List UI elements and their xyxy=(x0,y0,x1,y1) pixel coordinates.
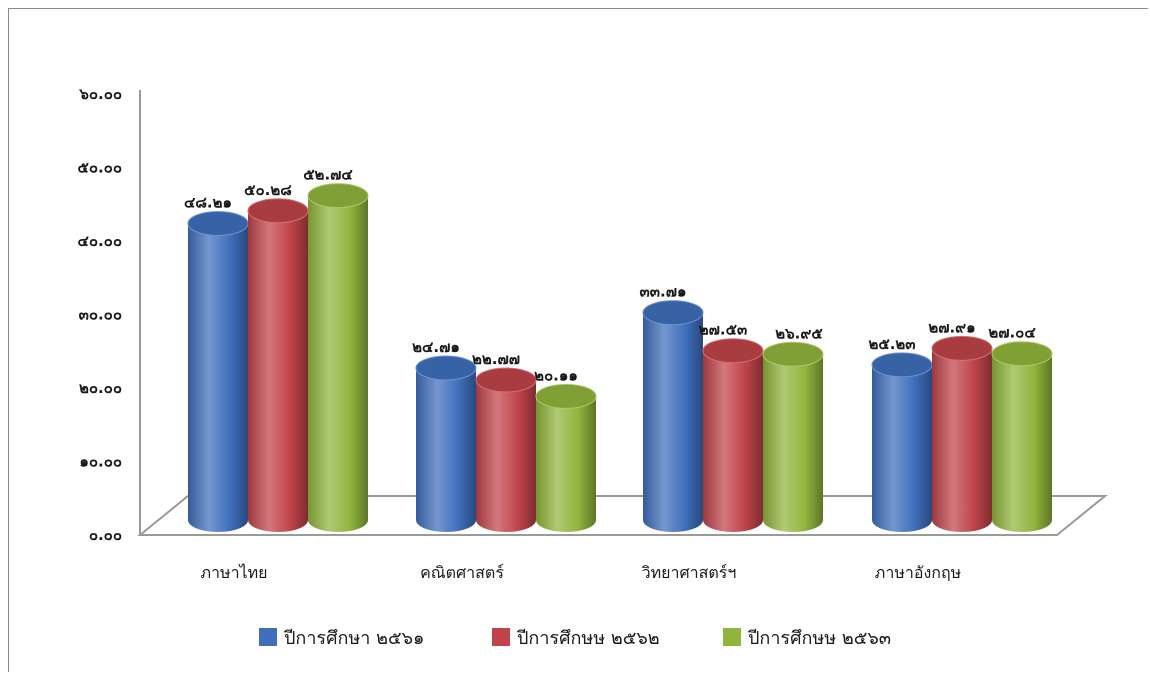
bar xyxy=(415,355,477,532)
y-tick-label: ๐.๐๐ xyxy=(89,526,122,544)
y-tick-label: ๕๐.๐๐ xyxy=(77,159,122,177)
bar xyxy=(702,338,764,532)
legend: ปีการศึกษา ๒๕๖๑ ปีการศึกษษ ๒๕๖๒ ปีการศึกษษ… xyxy=(259,628,891,649)
bar-top xyxy=(247,198,309,224)
data-label: ๒๗.๙๑ xyxy=(928,318,975,336)
bar xyxy=(187,211,249,533)
bar-body xyxy=(476,379,536,532)
bar-top xyxy=(475,367,537,393)
y-tick-label: ๒๐.๐๐ xyxy=(79,379,122,397)
y-axis: ๐.๐๐ ๑๐.๐๐ ๒๐.๐๐ ๓๐.๐๐ ๔๐.๐๐ ๕๐.๐๐ ๖๐.๐๐ xyxy=(77,85,141,544)
bar-body xyxy=(308,195,368,533)
bar xyxy=(535,383,597,532)
bar-body xyxy=(416,368,476,532)
bar-body xyxy=(703,350,763,532)
bar-top xyxy=(702,338,764,364)
y-tick-label: ๖๐.๐๐ xyxy=(78,85,122,103)
y-tick-label: ๑๐.๐๐ xyxy=(79,453,122,471)
legend-label: ปีการศึกษษ ๒๕๖๒ xyxy=(517,628,660,649)
chart-floor-plane xyxy=(137,495,1108,536)
bar xyxy=(762,341,824,532)
data-label: ๔๘.๒๑ xyxy=(184,194,232,212)
legend-label: ปีการศึกษษ ๒๕๖๓ xyxy=(748,628,891,649)
category-label: ภาษาอังกฤษ xyxy=(875,563,961,582)
bar-top xyxy=(307,183,369,209)
bar-top xyxy=(762,341,824,367)
bar xyxy=(931,335,993,532)
bar-top xyxy=(415,355,477,381)
bar xyxy=(475,367,537,532)
data-label: ๕๒.๗๔ xyxy=(303,166,353,184)
bar-top xyxy=(871,352,933,378)
y-tick-label: ๓๐.๐๐ xyxy=(79,306,122,324)
bar-body xyxy=(536,396,596,532)
legend-label: ปีการศึกษา ๒๕๖๑ xyxy=(284,628,425,649)
data-label: ๒๔.๗๑ xyxy=(412,338,460,356)
bar xyxy=(642,300,704,532)
data-label: ๕๐.๒๘ xyxy=(244,181,292,199)
data-label: ๒๒.๗๗ xyxy=(472,350,520,368)
bar xyxy=(247,198,309,532)
category-label: คณิตศาสตร์ xyxy=(420,563,504,582)
bar xyxy=(871,352,933,532)
bar-top xyxy=(535,383,597,409)
bar-body xyxy=(188,223,248,533)
category-label: ภาษาไทย xyxy=(200,563,267,582)
bar-body xyxy=(992,353,1052,532)
bar xyxy=(307,183,369,533)
data-label: ๓๓.๗๑ xyxy=(639,283,686,301)
data-label: ๒๗.๕๓ xyxy=(699,321,747,339)
bar-body xyxy=(248,210,308,532)
x-axis: ภาษาไทย คณิตศาสตร์ วิทยาศาสตร์ฯ ภาษาอังกฤษ xyxy=(200,563,961,582)
data-label: ๒๖.๙๕ xyxy=(775,324,823,342)
y-tick-label: ๔๐.๐๐ xyxy=(77,232,122,250)
bar-top xyxy=(642,300,704,326)
bar-top xyxy=(991,341,1053,367)
bar-body xyxy=(932,348,992,532)
bar-top xyxy=(187,211,249,237)
bar-body xyxy=(872,364,932,532)
bar-body xyxy=(763,354,823,532)
data-label: ๒๕.๒๓ xyxy=(868,335,915,353)
bar-top xyxy=(931,335,993,361)
bar-body xyxy=(643,312,703,532)
legend-swatch xyxy=(492,628,510,646)
data-label: ๒๗.๐๔ xyxy=(988,324,1036,342)
chart-floor xyxy=(137,495,1108,536)
legend-swatch xyxy=(259,628,277,646)
data-label: ๒๐.๑๑ xyxy=(534,366,578,384)
category-label: วิทยาศาสตร์ฯ xyxy=(642,563,737,582)
bars xyxy=(187,183,1053,533)
legend-swatch xyxy=(723,628,741,646)
bar xyxy=(991,341,1053,532)
chart-frame xyxy=(8,8,1148,672)
